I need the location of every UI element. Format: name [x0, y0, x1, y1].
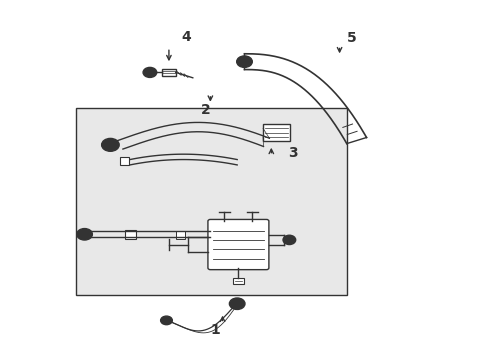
Bar	[76, 108, 346, 295]
Bar	[120, 157, 129, 165]
Bar	[125, 230, 136, 239]
Circle shape	[163, 318, 169, 323]
FancyBboxPatch shape	[207, 220, 268, 270]
Bar	[263, 124, 289, 141]
Text: 4: 4	[181, 30, 190, 44]
Circle shape	[77, 229, 92, 240]
Text: 3: 3	[288, 146, 298, 160]
Circle shape	[229, 298, 244, 310]
Circle shape	[80, 231, 89, 238]
Circle shape	[105, 141, 115, 148]
Text: 1: 1	[210, 323, 220, 337]
Circle shape	[240, 59, 248, 65]
Circle shape	[102, 138, 119, 151]
Bar	[162, 69, 175, 76]
Circle shape	[283, 235, 295, 244]
Text: 2: 2	[200, 103, 210, 117]
Bar	[176, 231, 184, 239]
Circle shape	[236, 56, 252, 67]
Circle shape	[146, 70, 153, 75]
Bar	[233, 278, 244, 284]
Text: 5: 5	[346, 31, 356, 45]
Circle shape	[160, 316, 172, 325]
Circle shape	[143, 67, 157, 77]
Circle shape	[232, 301, 241, 307]
